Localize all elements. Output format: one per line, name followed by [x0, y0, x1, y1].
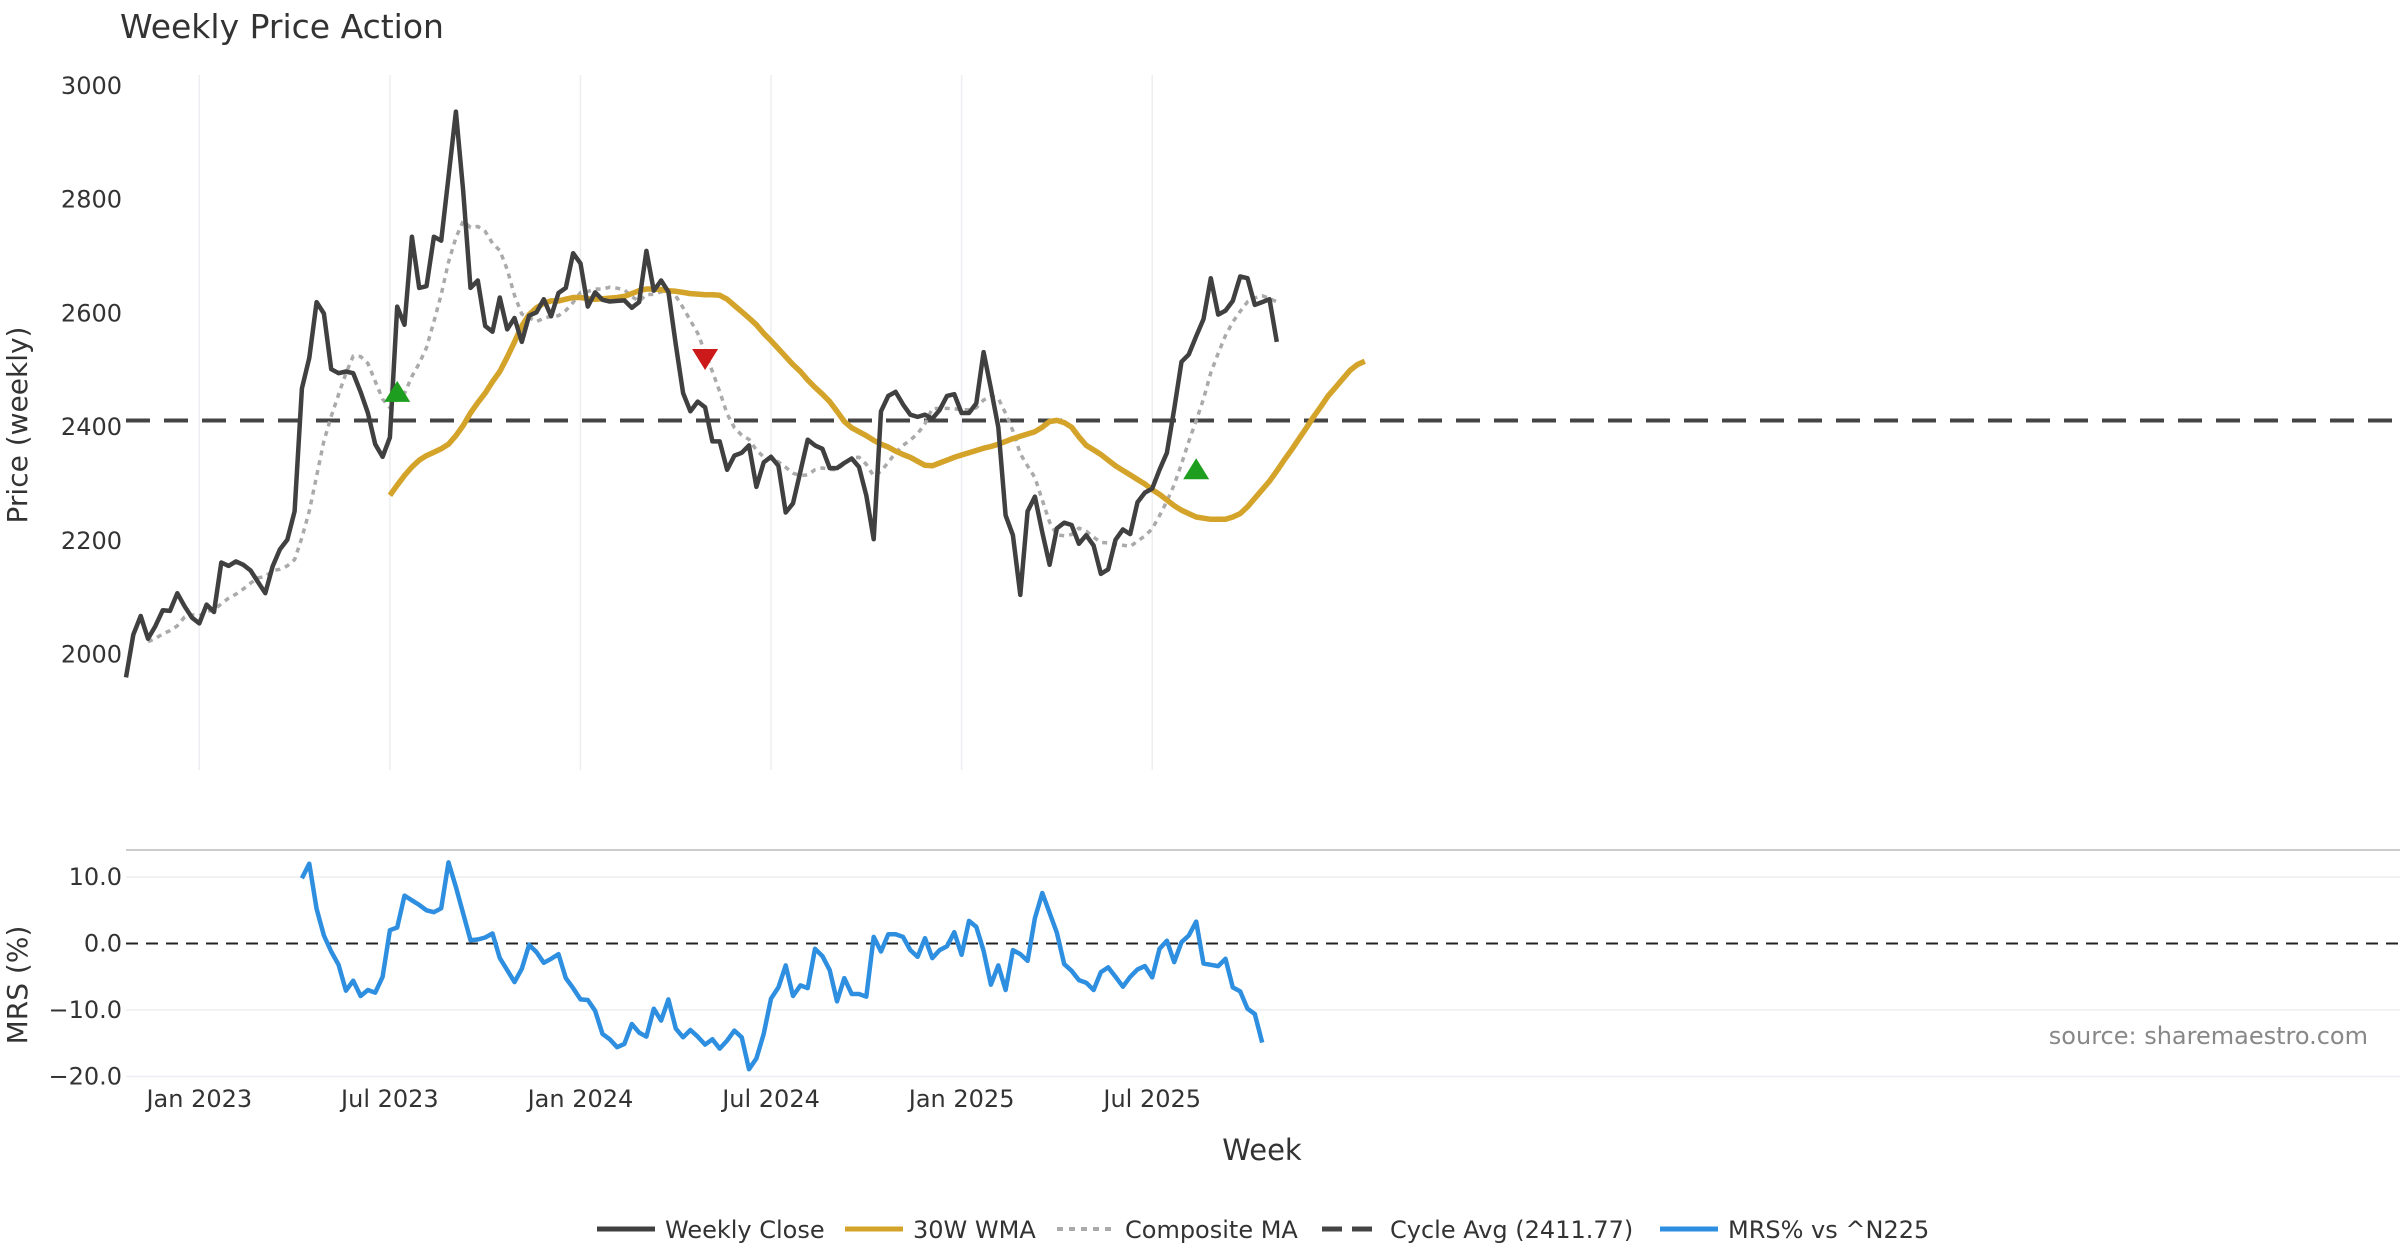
composite-ma-line [147, 219, 1278, 644]
price-y-tick-label: 2400 [61, 413, 122, 441]
legend-label: MRS% vs ^N225 [1728, 1216, 1929, 1244]
mrs-y-tick-label: 10.0 [69, 863, 122, 891]
x-tick-label: Jul 2023 [339, 1085, 439, 1113]
sell-signal-marker [692, 348, 719, 370]
price-y-tick-label: 3000 [61, 72, 122, 100]
x-axis-label: Week [1222, 1133, 1302, 1167]
mrs-y-axis-label: MRS (%) [1, 926, 34, 1045]
legend: Weekly Close 30W WMA Composite MA Cycle Avg… [597, 1216, 1929, 1244]
x-tick-label: Jul 2025 [1101, 1085, 1201, 1113]
legend-label: Composite MA [1125, 1216, 1298, 1244]
x-tick-label: Jan 2025 [907, 1085, 1015, 1113]
price-y-tick-label: 2600 [61, 299, 122, 327]
price-y-tick-label: 2200 [61, 527, 122, 555]
mrs-line [299, 860, 1265, 1072]
weekly-close-line [123, 109, 1280, 678]
buy-signal-marker [384, 380, 411, 402]
price-y-tick-label: 2000 [61, 641, 122, 669]
mrs-y-tick-label: −10.0 [48, 996, 122, 1024]
gridlines [126, 75, 2400, 1078]
legend-label: Cycle Avg (2411.77) [1390, 1216, 1633, 1244]
x-tick-label: Jan 2024 [526, 1085, 634, 1113]
price-y-tick-label: 2800 [61, 186, 122, 214]
legend-label: Weekly Close [665, 1216, 825, 1244]
mrs-y-tick-label: 0.0 [84, 930, 122, 958]
x-tick-label: Jan 2023 [144, 1085, 252, 1113]
source-attribution: source: sharemaestro.com [2049, 1022, 2368, 1050]
axis-ticks: Jan 2023 Jul 2023 Jan 2024 Jul 2024 Jan 2025… [48, 72, 1201, 1113]
buy-signal-marker [1183, 458, 1210, 480]
plot-area [123, 109, 2400, 1072]
legend-label: 30W WMA [913, 1216, 1036, 1244]
mrs-y-tick-label: −20.0 [48, 1063, 122, 1091]
x-tick-label: Jul 2024 [720, 1085, 820, 1113]
price-y-axis-label: Price (weekly) [1, 327, 34, 524]
chart-title: Weekly Price Action [120, 7, 444, 46]
